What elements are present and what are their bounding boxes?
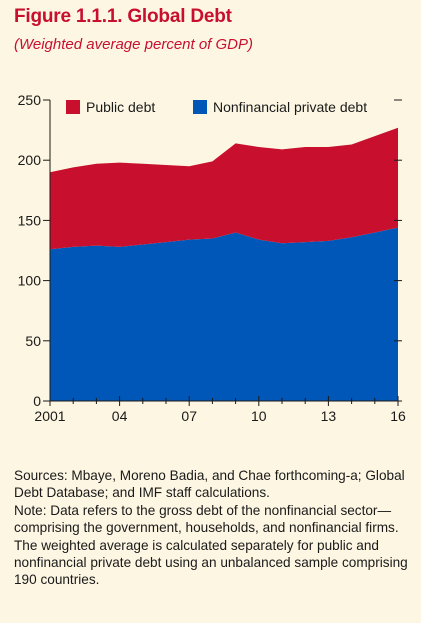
figure-title: Figure 1.1.1. Global Debt (14, 6, 232, 27)
area-nonfinancial-private-debt (50, 227, 398, 401)
x-tick-label: 07 (181, 408, 197, 424)
legend-swatch-nonfinancial-private-debt (193, 100, 207, 114)
sources-text: Sources: Mbaye, Moreno Badia, and Chae f… (14, 468, 405, 501)
global-debt-chart: 0 50 100 150 200 250 2001 04 07 10 13 16 Public deb… (18, 92, 406, 424)
figure-subtitle: (Weighted average percent of GDP) (14, 36, 254, 53)
legend-label-nonfinancial-private-debt: Nonfinancial private debt (213, 99, 367, 115)
note-text: Note: Data refers to the gross debt of t… (14, 502, 408, 588)
x-tick-label: 2001 (34, 408, 65, 424)
y-tick-label: 250 (18, 92, 42, 108)
y-tick-label: 50 (25, 333, 41, 349)
x-tick-label: 10 (251, 408, 267, 424)
area-public-debt (50, 127, 398, 250)
x-tick-label: 04 (112, 408, 128, 424)
y-tick-label: 200 (18, 152, 42, 168)
chart-notes: Sources: Mbaye, Moreno Badia, and Chae f… (14, 467, 414, 589)
legend-label-public-debt: Public debt (86, 99, 155, 115)
y-tick-label: 150 (18, 212, 42, 228)
y-tick-label: 100 (18, 273, 42, 289)
y-tick-label: 0 (33, 393, 41, 409)
x-tick-label: 13 (321, 408, 337, 424)
legend-swatch-public-debt (66, 100, 80, 114)
x-tick-label: 16 (390, 408, 406, 424)
